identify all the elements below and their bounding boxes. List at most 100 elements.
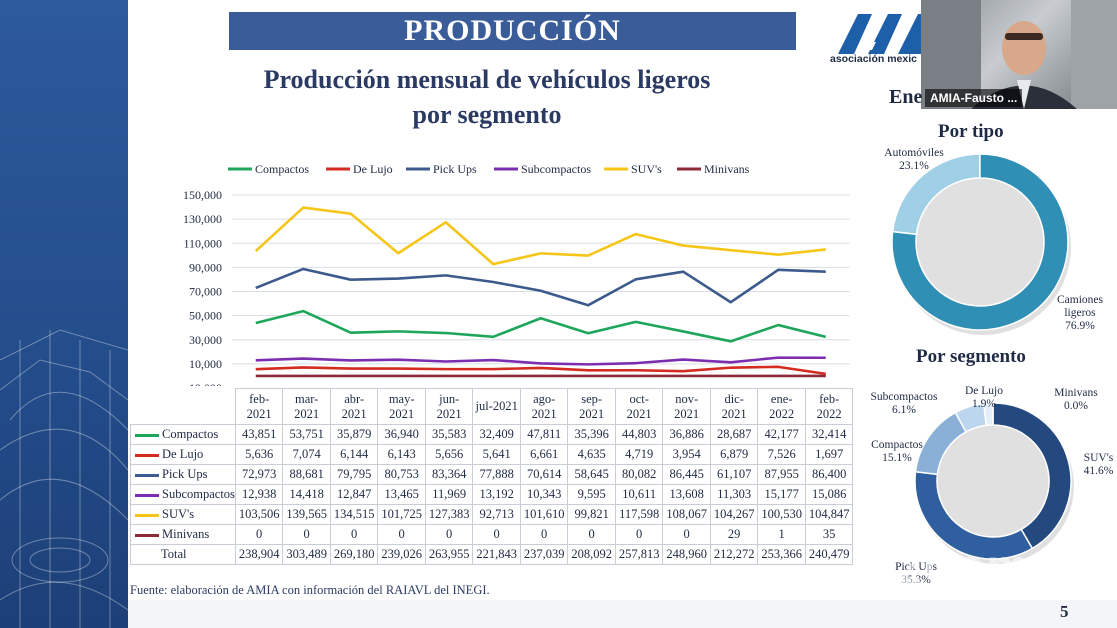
donut-tipo-label-camiones: Camiones ligeros 76.9%: [1057, 294, 1103, 332]
table-header-cell: dic- 2021: [709, 388, 759, 425]
table-cell: 12,938: [234, 484, 284, 505]
table-cell: 13,192: [472, 484, 521, 505]
donut-tipo-label-automoviles: Automóviles 23.1%: [884, 147, 944, 172]
table-cell: 269,180: [329, 544, 379, 565]
data-table: feb- 2021 mar- 2021 abr- 2021 may- 2021 jun- 2021…: [130, 388, 854, 565]
table-cell: 43,851: [234, 424, 284, 445]
table-cell: 0: [234, 524, 284, 545]
donut-seg-label-pickups: Pick Ups 35.3%: [895, 561, 937, 586]
table-cell: 13,608: [662, 484, 711, 505]
table-cell: 83,364: [424, 464, 474, 485]
table-header-cell: mar- 2021: [282, 388, 331, 425]
y-tick-label: -10,000: [185, 381, 222, 386]
table-cell: 35,879: [329, 424, 379, 445]
legend-item-3: Subcompactos: [494, 162, 591, 176]
table-cell: 32,414: [804, 424, 854, 445]
table-cell: 29: [709, 524, 759, 545]
table-row: Minivans 0 0 0 0 0 0 0 0 0 0 29 1 35: [130, 524, 854, 545]
legend-label: Minivans: [704, 162, 750, 176]
table-row-label: Pick Ups: [130, 464, 236, 485]
table-row: SUV's 103,506 139,565 134,515 101,725 127,383…: [130, 504, 854, 525]
series-line-4: [254, 206, 826, 266]
table-cell: 28,687: [709, 424, 759, 445]
legend-item-2: Pick Ups: [406, 162, 477, 176]
legend-label: Pick Ups: [433, 162, 477, 176]
legend-item-5: Minivans: [677, 162, 750, 176]
table-cell: 53,751: [282, 424, 331, 445]
table-cell: 0: [567, 524, 616, 545]
donut-seg-label-suvs: SUV's 41.6%: [1083, 452, 1114, 477]
table-cell: 101,725: [377, 504, 426, 525]
table-cell: 72,973: [234, 464, 284, 485]
table-cell: 0: [662, 524, 711, 545]
table-cell: 248,960: [662, 544, 711, 565]
table-cell: 42,177: [757, 424, 806, 445]
donut-seg-label-minivans: Minivans 0.0%: [1054, 387, 1098, 412]
video-participant-tile[interactable]: [921, 0, 1117, 109]
table-cell: 80,753: [377, 464, 426, 485]
series-line-2: [255, 267, 826, 307]
table-cell: 104,267: [709, 504, 759, 525]
table-cell: 237,039: [519, 544, 569, 565]
y-tick-label: 130,000: [183, 212, 222, 226]
table-cell: 257,813: [614, 544, 664, 565]
side-heading: Ene: [889, 86, 923, 108]
table-cell: 240,479: [804, 544, 854, 565]
table-header-cell: feb- 2022: [804, 388, 854, 425]
table-cell: 221,843: [472, 544, 521, 565]
series-line-0: [255, 309, 827, 343]
table-row: De Lujo 5,636 7,074 6,144 6,143 5,656 5,641 6,6…: [130, 444, 854, 465]
table-cell: 3,954: [662, 444, 711, 465]
row-swatch: [135, 493, 159, 497]
table-cell: 12,847: [329, 484, 379, 505]
line-chart: Compactos De Lujo Pick Ups Subcompactos SUV'…: [183, 162, 850, 386]
table-cell: 35,583: [424, 424, 474, 445]
table-cell: 5,636: [234, 444, 284, 465]
table-cell: 117,598: [614, 504, 664, 525]
table-cell: 15,086: [804, 484, 854, 505]
table-row-label: Compactos: [130, 424, 236, 445]
table-cell: 0: [472, 524, 521, 545]
table-row-label: Subcompactos: [130, 484, 236, 505]
table-cell: 15,177: [757, 484, 806, 505]
table-cell: 92,713: [472, 504, 521, 525]
table-cell: 61,107: [709, 464, 759, 485]
table-cell: 13,465: [377, 484, 426, 505]
legend-label: Subcompactos: [521, 162, 591, 176]
table-cell: 5,656: [424, 444, 474, 465]
row-swatch: [135, 473, 159, 477]
table-cell: 87,955: [757, 464, 806, 485]
page-number: 5: [1060, 602, 1069, 621]
table-cell: 101,610: [519, 504, 569, 525]
donut-tipo-chart: [891, 153, 1071, 335]
table-cell: 0: [519, 524, 569, 545]
series-line-3: [255, 356, 826, 366]
table-header-cell: may- 2021: [377, 388, 426, 425]
table-header-cell: jul-2021: [472, 388, 521, 425]
row-swatch: [135, 453, 159, 457]
table-cell: 99,821: [567, 504, 616, 525]
table-header-cell: sep- 2021: [567, 388, 616, 425]
table-cell: 80,082: [614, 464, 664, 485]
table-cell: 11,969: [424, 484, 474, 505]
row-swatch: [135, 433, 159, 437]
table-header-cell: abr- 2021: [329, 388, 379, 425]
subtitle-line-2: por segmento: [412, 100, 562, 129]
table-cell: 4,635: [567, 444, 616, 465]
table-cell: 108,067: [662, 504, 711, 525]
donut-seg-label-compactos: Compactos 15.1%: [871, 439, 923, 464]
table-cell: 47,811: [519, 424, 569, 445]
slide-footer-bar: [128, 600, 1117, 628]
y-tick-label: 50,000: [189, 309, 222, 323]
table-cell: 35,396: [567, 424, 616, 445]
table-row: Pick Ups 72,973 88,681 79,795 80,753 83,364 77…: [130, 464, 854, 485]
row-swatch: [135, 513, 159, 517]
donut-segmento-chart: [914, 402, 1074, 564]
table-row: Compactos 43,851 53,751 35,879 36,940 35,583 3…: [130, 424, 854, 445]
table-cell: 32,409: [472, 424, 521, 445]
y-tick-label: 10,000: [189, 357, 222, 371]
table-cell: 134,515: [329, 504, 379, 525]
table-cell: 0: [282, 524, 331, 545]
table-cell: 70,614: [519, 464, 569, 485]
source-note: Fuente: elaboración de AMIA con informac…: [130, 583, 490, 597]
